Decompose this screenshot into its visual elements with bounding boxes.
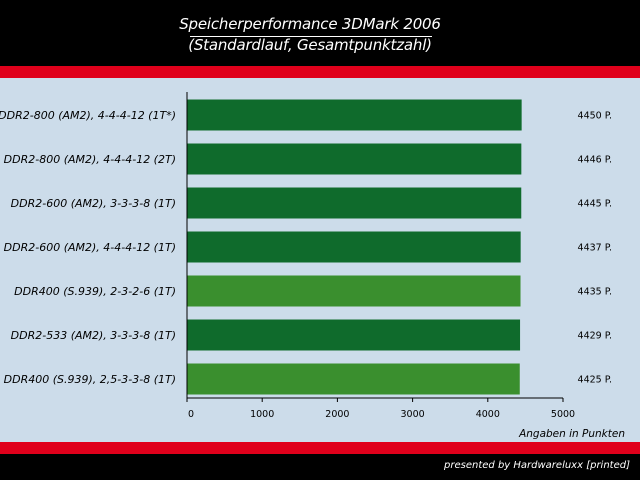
chart-footer: presented by Hardwareluxx [printed] (0, 454, 640, 480)
chart-subtitle: (Standardlauf, Gesamtpunktzahl) (188, 36, 432, 54)
value-label: 4429 P. (578, 331, 612, 342)
bar (187, 143, 522, 175)
category-label: DDR400 (S.939), 2-3-2-6 (1T) (14, 285, 176, 298)
chart-title: Speicherperformance 3DMark 2006 (179, 15, 441, 33)
x-tick-label: 3000 (401, 409, 425, 420)
plot-area: DDR2-800 (AM2), 4-4-4-12 (1T*) 4450 P. DDR… (0, 78, 640, 442)
chart-header: Speicherperformance 3DMark 2006 (Standar… (0, 0, 640, 66)
footer-credit: presented by Hardwareluxx [printed] (444, 460, 630, 471)
category-label: DDR2-533 (AM2), 3-3-3-8 (1T) (11, 329, 176, 342)
value-label: 4450 P. (578, 111, 612, 122)
bar (187, 99, 522, 131)
bar-chart: DDR2-800 (AM2), 4-4-4-12 (1T*) 4450 P. DDR… (0, 92, 625, 440)
value-label: 4446 P. (578, 155, 612, 166)
top-red-band (0, 66, 640, 78)
x-axis-title: Angaben in Punkten (518, 428, 625, 440)
bar (187, 231, 521, 263)
category-label: DDR400 (S.939), 2,5-3-3-8 (1T) (4, 373, 176, 386)
category-label: DDR2-600 (AM2), 3-3-3-8 (1T) (11, 197, 176, 210)
value-label: 4437 P. (578, 243, 612, 254)
x-tick-label: 4000 (476, 409, 500, 420)
x-tick-label: 5000 (551, 409, 575, 420)
category-label: DDR2-600 (AM2), 4-4-4-12 (1T) (4, 241, 176, 254)
x-tick-label: 0 (188, 409, 194, 420)
value-label: 4425 P. (578, 375, 612, 386)
category-label: DDR2-800 (AM2), 4-4-4-12 (2T) (4, 153, 176, 166)
x-tick-label: 1000 (250, 409, 274, 420)
bar (187, 187, 522, 219)
category-label: DDR2-800 (AM2), 4-4-4-12 (1T*) (0, 109, 176, 122)
bar (187, 363, 520, 395)
bar (187, 319, 521, 351)
bar (187, 275, 521, 307)
bottom-red-band (0, 442, 640, 454)
x-tick-label: 2000 (325, 409, 349, 420)
value-label: 4435 P. (578, 287, 612, 298)
title-divider (190, 36, 432, 37)
value-label: 4445 P. (578, 199, 612, 210)
